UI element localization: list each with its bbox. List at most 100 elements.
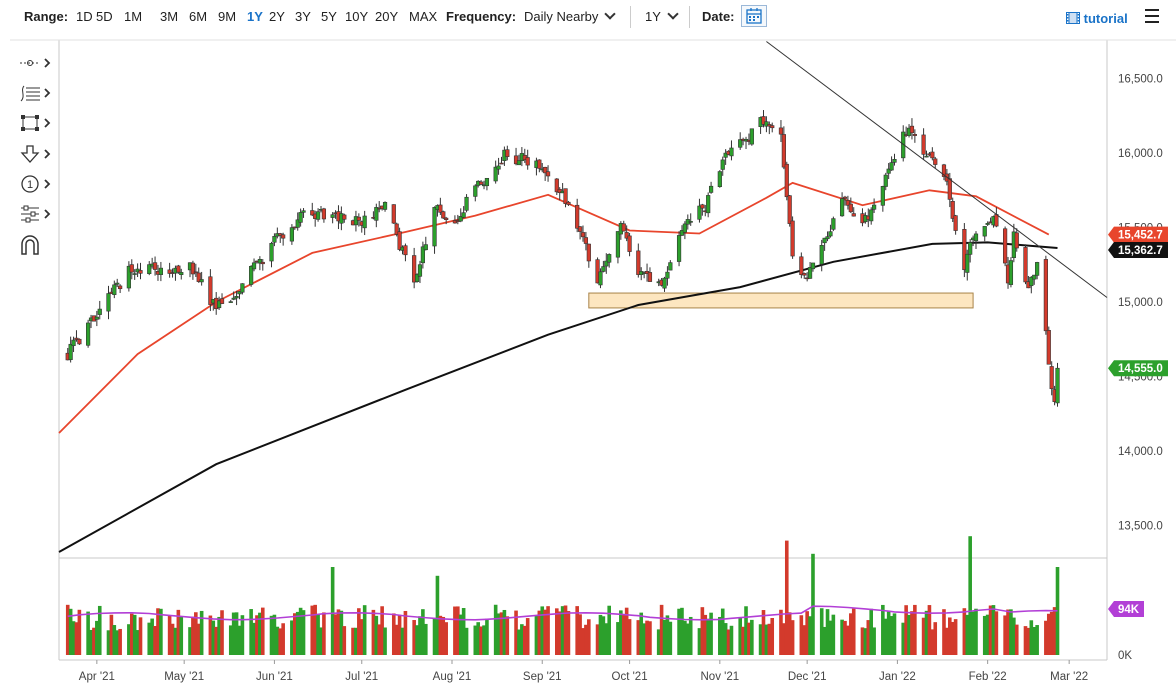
volume-bar	[1029, 620, 1034, 655]
volume-bar	[933, 622, 938, 655]
candle-body	[289, 227, 294, 242]
candle-body	[810, 262, 816, 270]
volume-bar	[994, 611, 999, 655]
tutorial-link[interactable]: tutorial	[1066, 11, 1128, 26]
annotation-number-icon[interactable]: 1	[14, 172, 54, 194]
period-select[interactable]: 1Y	[645, 8, 679, 24]
volume-bar	[237, 625, 242, 655]
candle-body	[394, 223, 399, 235]
volume-bar	[726, 629, 731, 655]
candle-body	[627, 235, 632, 252]
period-value: 1Y	[645, 9, 661, 24]
chart-frame	[10, 39, 1176, 661]
candle-body	[505, 149, 510, 157]
x-tick-label: Apr '21	[79, 671, 115, 683]
candle-body	[444, 217, 449, 220]
range-button-9m[interactable]: 9M	[218, 9, 237, 24]
candle-body	[688, 221, 693, 223]
volume-bar	[1014, 624, 1019, 655]
candle-body	[249, 266, 254, 285]
candle-body	[1029, 276, 1034, 287]
date-label: Date:	[702, 9, 735, 24]
candle-body	[97, 308, 102, 315]
candle-body	[543, 166, 548, 174]
candle-body	[586, 243, 591, 262]
volume-bar	[438, 615, 443, 655]
volume-bar	[118, 628, 122, 655]
range-button-3y[interactable]: 3Y	[295, 9, 311, 24]
range-button-3m[interactable]: 3M	[160, 9, 179, 24]
crosshair-tool-icon[interactable]	[14, 52, 54, 74]
volume-bar	[904, 605, 908, 655]
volume-bar	[831, 614, 836, 655]
candle-body	[828, 231, 833, 237]
volume-average-line	[67, 605, 1058, 621]
range-button-10y[interactable]: 10Y	[345, 9, 369, 24]
candle-body	[930, 151, 935, 159]
volume-bar	[1044, 620, 1048, 655]
candle-body	[968, 242, 973, 255]
fib-lines-tool-icon[interactable]	[14, 82, 54, 104]
volume-bar	[1052, 607, 1057, 655]
rectangle-tool-icon[interactable]	[14, 112, 54, 134]
volume-bar	[520, 624, 524, 655]
volume-bar	[665, 615, 670, 655]
candle-body	[778, 127, 784, 135]
volume-bar	[1032, 627, 1037, 655]
volume-bar	[851, 608, 856, 655]
candle-body	[953, 215, 958, 231]
range-button-1d[interactable]: 1D	[76, 9, 93, 24]
volume-bar	[275, 626, 280, 655]
volume-bar	[1026, 627, 1031, 655]
range-button-20y[interactable]: 20Y	[375, 9, 399, 24]
x-tick-label: Aug '21	[433, 671, 472, 683]
candle-body	[458, 216, 463, 222]
range-button-5y[interactable]: 5Y	[321, 9, 337, 24]
range-button-1y[interactable]: 1Y	[247, 9, 263, 24]
magnet-icon[interactable]	[14, 232, 54, 255]
volume-bar	[461, 608, 466, 655]
candle-body	[1046, 330, 1051, 365]
volume-bar	[391, 613, 396, 655]
volume-bar	[188, 627, 192, 655]
hamburger-menu-icon[interactable]	[1145, 9, 1159, 23]
volume-bar	[819, 608, 824, 655]
candle-body	[708, 185, 714, 193]
candle-body	[147, 264, 152, 274]
volume-bar	[534, 615, 539, 655]
range-button-max[interactable]: MAX	[409, 9, 438, 24]
candle-body	[251, 262, 257, 270]
frequency-select[interactable]: Daily Nearby	[524, 8, 617, 24]
volume-bar	[199, 610, 204, 655]
candle-body	[208, 276, 213, 305]
volume-bar	[97, 605, 102, 655]
candle-body	[190, 262, 196, 275]
volume-bar	[339, 610, 344, 655]
volume-bar	[173, 627, 178, 655]
volume-bar	[767, 623, 772, 655]
volume-bar	[298, 607, 303, 655]
volume-bar	[272, 614, 277, 655]
trendline	[766, 41, 1108, 298]
candle-body	[77, 338, 82, 345]
candle-body	[848, 203, 853, 213]
candle-body	[554, 178, 559, 193]
candle-body	[822, 237, 827, 244]
toolbar: Range: 1D 5D 1M 3M 6M 9M 1Y 2Y 3Y 5Y 10Y 20Y MAX Fre…	[0, 0, 1176, 34]
volume-bar	[453, 606, 457, 655]
x-tick-label: Oct '21	[612, 671, 648, 683]
date-picker-button[interactable]	[741, 5, 767, 27]
volume-bar	[89, 629, 93, 655]
volume-bar	[240, 615, 245, 655]
volume-bar	[357, 608, 361, 655]
volume-bar	[493, 604, 498, 655]
multi-line-tool-icon[interactable]	[14, 202, 54, 224]
candle-body	[566, 201, 571, 205]
range-button-1m[interactable]: 1M	[124, 9, 143, 24]
range-button-5d[interactable]: 5D	[96, 9, 113, 24]
arrow-down-tool-icon[interactable]	[14, 142, 54, 164]
volume-bar	[418, 616, 422, 655]
range-button-6m[interactable]: 6M	[189, 9, 208, 24]
range-button-2y[interactable]: 2Y	[269, 9, 285, 24]
volume-bar	[974, 608, 978, 655]
